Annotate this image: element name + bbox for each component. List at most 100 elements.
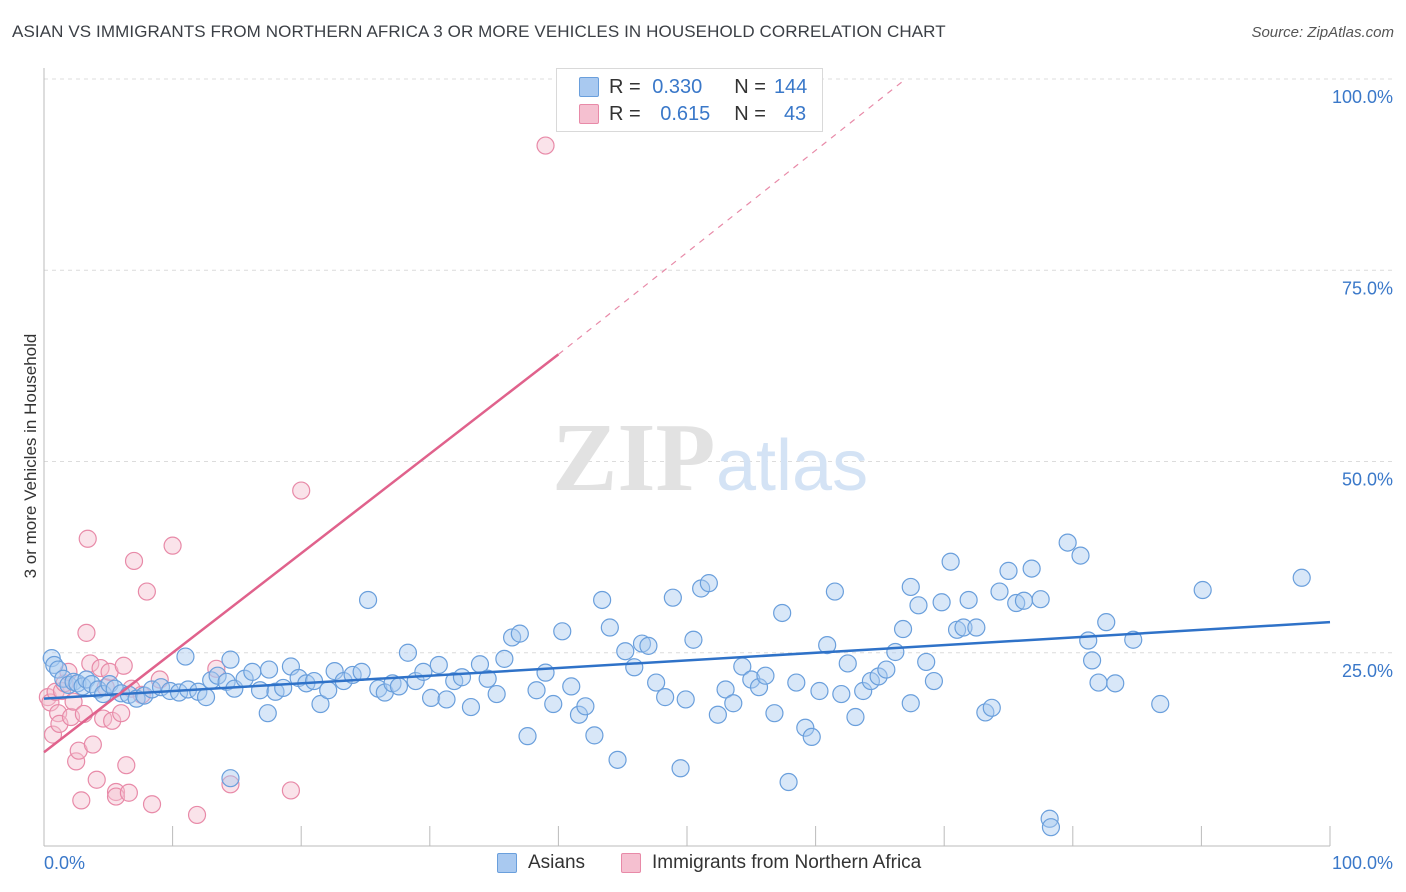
point-asian xyxy=(221,650,240,669)
point-asian xyxy=(1082,651,1102,670)
point-asian xyxy=(941,552,960,571)
point-africa xyxy=(124,551,144,571)
point-asian xyxy=(196,688,216,707)
gridlines xyxy=(44,78,1396,654)
point-africa xyxy=(221,775,240,794)
legend-r-value: 0.330 xyxy=(652,75,703,98)
point-asian xyxy=(1014,591,1034,610)
trend-line-asians xyxy=(43,620,1331,700)
point-africa xyxy=(78,529,97,548)
point-africa xyxy=(87,770,106,789)
point-africa xyxy=(281,781,301,800)
trend-line-africa xyxy=(43,353,560,754)
point-asian xyxy=(647,673,666,692)
bottom-legend-label-africa: Immigrants from Northern Africa xyxy=(652,852,922,873)
point-asian xyxy=(1106,674,1125,693)
point-asian xyxy=(319,681,338,700)
point-asian xyxy=(671,759,690,778)
point-asian xyxy=(765,704,784,723)
point-asian xyxy=(585,726,604,745)
point-asian xyxy=(518,727,537,746)
point-asian xyxy=(716,680,735,699)
point-asian xyxy=(982,698,1001,717)
point-africa xyxy=(83,735,102,754)
y-tick-label: 75.0% xyxy=(1342,278,1393,298)
point-asian xyxy=(773,603,792,623)
y-tick-label: 50.0% xyxy=(1342,470,1393,490)
point-asian xyxy=(886,642,905,662)
point-africa xyxy=(50,714,69,733)
point-africa xyxy=(72,791,91,810)
point-asian xyxy=(527,681,546,700)
legend-row-africa: R = 0.615 N = 43 xyxy=(579,101,806,127)
point-asian xyxy=(708,705,727,724)
point-asian xyxy=(243,662,262,681)
legend-r-value: 0.615 xyxy=(660,102,711,125)
source-label: Source: ZipAtlas.com xyxy=(1251,24,1394,41)
bottom-legend-africa: Immigrants from Northern Africa xyxy=(621,852,921,874)
point-asian xyxy=(787,673,806,692)
trend-lines xyxy=(43,78,1331,754)
point-asian xyxy=(749,678,769,697)
point-asian xyxy=(699,574,718,593)
point-asian xyxy=(1097,613,1116,632)
point-asian xyxy=(600,618,619,637)
point-africa xyxy=(117,756,136,775)
point-africa xyxy=(114,656,133,675)
point-asian xyxy=(832,684,851,704)
y-tick-label: 25.0% xyxy=(1342,661,1393,681)
point-asian xyxy=(779,772,798,792)
point-africa xyxy=(112,704,131,723)
point-asian xyxy=(1292,568,1311,587)
point-asian xyxy=(901,694,920,713)
point-asian xyxy=(756,666,775,685)
point-asian xyxy=(176,647,195,666)
point-asian xyxy=(478,669,497,688)
point-asian xyxy=(663,588,682,607)
point-asian xyxy=(258,704,277,723)
chart-title: ASIAN VS IMMIGRANTS FROM NORTHERN AFRICA… xyxy=(12,22,946,41)
point-asian xyxy=(495,649,514,668)
point-asian xyxy=(274,678,293,698)
point-asian xyxy=(1031,590,1050,609)
point-africa xyxy=(67,752,86,771)
point-asian xyxy=(742,670,761,689)
point-africa xyxy=(292,481,311,500)
tick-labels: 100.0% 75.0% 50.0% 25.0% 0.0% 100.0% xyxy=(44,87,1393,873)
point-asian xyxy=(325,662,344,681)
bottom-legend-swatch-africa xyxy=(621,853,641,873)
point-asian xyxy=(311,694,330,714)
point-africa xyxy=(163,536,182,555)
point-asian xyxy=(976,703,995,722)
point-asian xyxy=(802,727,821,747)
point-asian xyxy=(593,590,612,610)
point-asian xyxy=(924,671,944,691)
axes xyxy=(43,68,1331,847)
point-asian xyxy=(1089,673,1108,692)
legend-swatch-africa xyxy=(579,104,599,124)
point-asian xyxy=(1041,818,1061,837)
point-asian xyxy=(625,658,644,677)
point-asian xyxy=(429,655,448,675)
legend-row-asians: R = 0.330 N = 144 xyxy=(579,74,807,100)
point-africa xyxy=(536,136,555,155)
point-asian xyxy=(1151,694,1170,714)
series-africa-points xyxy=(38,136,555,825)
legend-r-label: R = xyxy=(609,102,641,125)
point-asian xyxy=(452,668,472,687)
point-asian xyxy=(917,652,936,672)
point-asian xyxy=(544,694,563,714)
point-asian xyxy=(676,690,695,709)
legend-n-value: 43 xyxy=(783,102,807,125)
bottom-legend-label-asians: Asians xyxy=(528,852,586,873)
point-asian xyxy=(846,707,865,727)
point-africa xyxy=(106,782,126,802)
point-africa xyxy=(91,658,110,678)
point-africa xyxy=(43,725,63,744)
point-asian xyxy=(461,697,481,717)
point-asian xyxy=(49,660,68,679)
point-africa xyxy=(207,659,226,678)
point-asian xyxy=(389,677,409,696)
point-asian xyxy=(352,662,371,681)
point-asian xyxy=(576,697,595,716)
